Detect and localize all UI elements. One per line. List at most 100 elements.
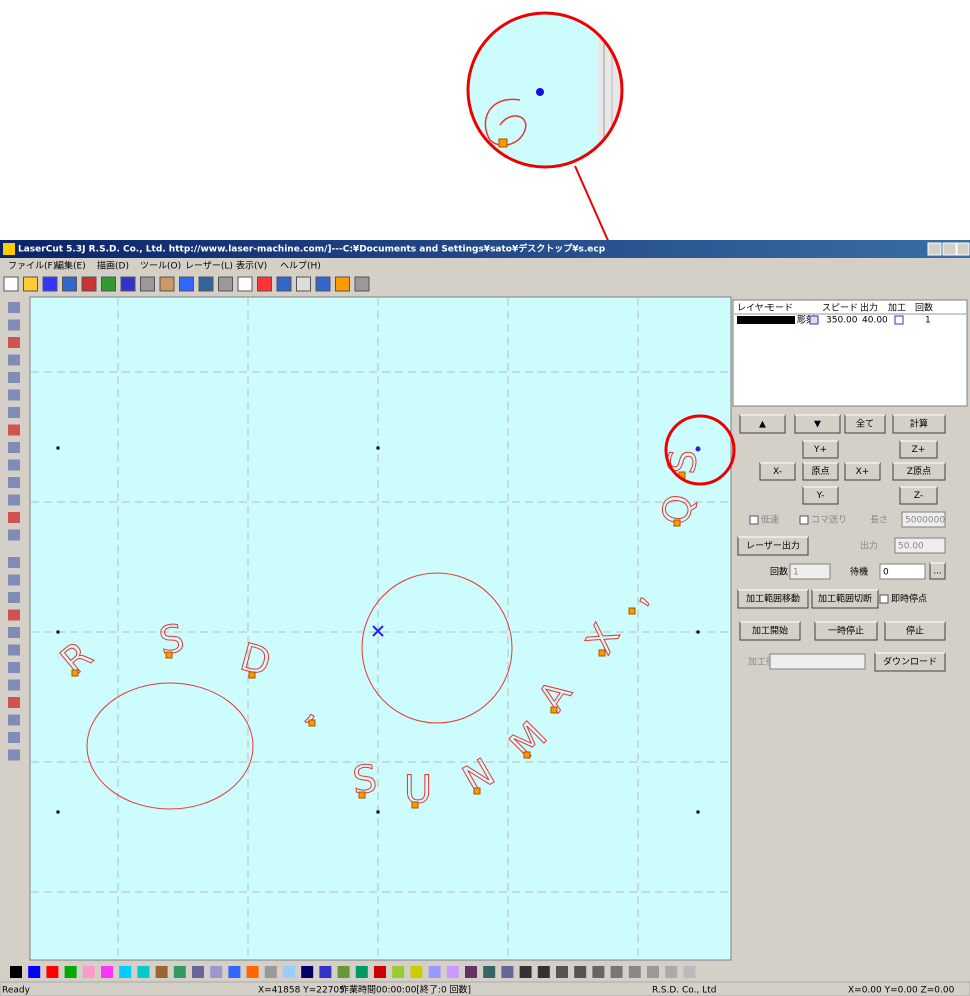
- palette-swatch[interactable]: [28, 966, 40, 978]
- tool-button[interactable]: [8, 460, 20, 471]
- toolbar-button[interactable]: [355, 277, 369, 291]
- menu-item[interactable]: レーザー(L): [185, 261, 233, 272]
- tool-button[interactable]: [8, 425, 20, 436]
- palette-swatch[interactable]: [647, 966, 659, 978]
- palette-swatch[interactable]: [447, 966, 459, 978]
- button-label[interactable]: Z+: [912, 445, 926, 455]
- toolbar-button[interactable]: [141, 277, 155, 291]
- button-label[interactable]: Z-: [914, 491, 923, 501]
- palette-swatch[interactable]: [156, 966, 168, 978]
- menu-item[interactable]: 表示(V): [236, 261, 267, 272]
- tool-button[interactable]: [8, 355, 20, 366]
- tool-button[interactable]: [8, 372, 20, 383]
- toolbar-button[interactable]: [4, 277, 18, 291]
- tool-button[interactable]: [8, 530, 20, 541]
- palette-swatch[interactable]: [483, 966, 495, 978]
- palette-swatch[interactable]: [46, 966, 58, 978]
- tool-button[interactable]: [8, 645, 20, 656]
- toolbar-button[interactable]: [24, 277, 38, 291]
- toolbar-button[interactable]: [336, 277, 350, 291]
- toolbar-button[interactable]: [297, 277, 311, 291]
- button-label[interactable]: 停止: [906, 625, 924, 637]
- tool-button[interactable]: [8, 680, 20, 691]
- window-buttons[interactable]: [928, 243, 969, 255]
- button-label[interactable]: ▼: [814, 420, 821, 430]
- palette-swatch[interactable]: [65, 966, 77, 978]
- menu-item[interactable]: ファイル(F): [8, 262, 56, 272]
- palette-swatch[interactable]: [83, 966, 95, 978]
- toolbar-button[interactable]: [316, 277, 330, 291]
- tool-button[interactable]: [8, 575, 20, 586]
- palette-swatch[interactable]: [665, 966, 677, 978]
- toolbar-button[interactable]: [277, 277, 291, 291]
- tool-button[interactable]: [8, 407, 20, 418]
- palette-swatch[interactable]: [356, 966, 368, 978]
- tool-button[interactable]: [8, 442, 20, 453]
- button-label[interactable]: X-: [773, 467, 782, 477]
- button-label[interactable]: Y+: [813, 445, 827, 455]
- palette-swatch[interactable]: [410, 966, 422, 978]
- palette-swatch[interactable]: [10, 966, 22, 978]
- tool-button[interactable]: [8, 750, 20, 761]
- toolbar-button[interactable]: [82, 277, 96, 291]
- toolbar-button[interactable]: [238, 277, 252, 291]
- tool-button[interactable]: [8, 610, 20, 621]
- palette-swatch[interactable]: [629, 966, 641, 978]
- toolbar-button[interactable]: [160, 277, 174, 291]
- button-label[interactable]: ▲: [759, 420, 766, 430]
- toolbar-button[interactable]: [219, 277, 233, 291]
- palette-swatch[interactable]: [101, 966, 113, 978]
- after-combo[interactable]: [770, 654, 865, 669]
- button-label[interactable]: ...: [933, 567, 942, 577]
- tool-button[interactable]: [8, 512, 20, 523]
- menu-item[interactable]: 描画(D): [97, 260, 129, 272]
- button-label[interactable]: ダウンロード: [883, 656, 937, 668]
- tool-button[interactable]: [8, 627, 20, 638]
- palette-swatch[interactable]: [119, 966, 131, 978]
- palette-swatch[interactable]: [538, 966, 550, 978]
- toolbar-button[interactable]: [258, 277, 272, 291]
- palette-swatch[interactable]: [174, 966, 186, 978]
- button-label[interactable]: Y-: [816, 491, 825, 501]
- toolbar-button[interactable]: [43, 277, 57, 291]
- tool-button[interactable]: [8, 732, 20, 743]
- tool-button[interactable]: [8, 337, 20, 348]
- palette-swatch[interactable]: [192, 966, 204, 978]
- palette-swatch[interactable]: [392, 966, 404, 978]
- palette-swatch[interactable]: [683, 966, 695, 978]
- checkbox[interactable]: [880, 595, 888, 603]
- palette-swatch[interactable]: [338, 966, 350, 978]
- palette-swatch[interactable]: [429, 966, 441, 978]
- menu-item[interactable]: 編集(E): [55, 260, 86, 272]
- palette-swatch[interactable]: [501, 966, 513, 978]
- button-label[interactable]: X+: [856, 467, 870, 477]
- palette-swatch[interactable]: [228, 966, 240, 978]
- toolbar-button[interactable]: [199, 277, 213, 291]
- button-label[interactable]: 原点: [811, 466, 829, 477]
- tool-button[interactable]: [8, 495, 20, 506]
- palette-swatch[interactable]: [137, 966, 149, 978]
- button-label[interactable]: 一時停止: [828, 625, 864, 637]
- palette-swatch[interactable]: [556, 966, 568, 978]
- palette-swatch[interactable]: [247, 966, 259, 978]
- palette-swatch[interactable]: [611, 966, 623, 978]
- tool-button[interactable]: [8, 320, 20, 331]
- button-label[interactable]: 加工開始: [752, 625, 788, 637]
- toolbar-button[interactable]: [102, 277, 116, 291]
- tool-button[interactable]: [8, 662, 20, 673]
- button-label[interactable]: Z原点: [907, 466, 931, 477]
- tool-button[interactable]: [8, 477, 20, 488]
- palette-swatch[interactable]: [374, 966, 386, 978]
- tool-button[interactable]: [8, 390, 20, 401]
- palette-swatch[interactable]: [592, 966, 604, 978]
- button-label[interactable]: レーザー出力: [746, 540, 800, 552]
- palette-swatch[interactable]: [574, 966, 586, 978]
- layer-process-check[interactable]: [895, 316, 903, 324]
- menu-item[interactable]: ヘルプ(H): [280, 261, 321, 272]
- button-label[interactable]: 加工範囲移動: [746, 593, 800, 605]
- button-label[interactable]: 全て: [856, 418, 874, 430]
- palette-swatch[interactable]: [283, 966, 295, 978]
- palette-swatch[interactable]: [520, 966, 532, 978]
- palette-swatch[interactable]: [465, 966, 477, 978]
- palette-swatch[interactable]: [301, 966, 313, 978]
